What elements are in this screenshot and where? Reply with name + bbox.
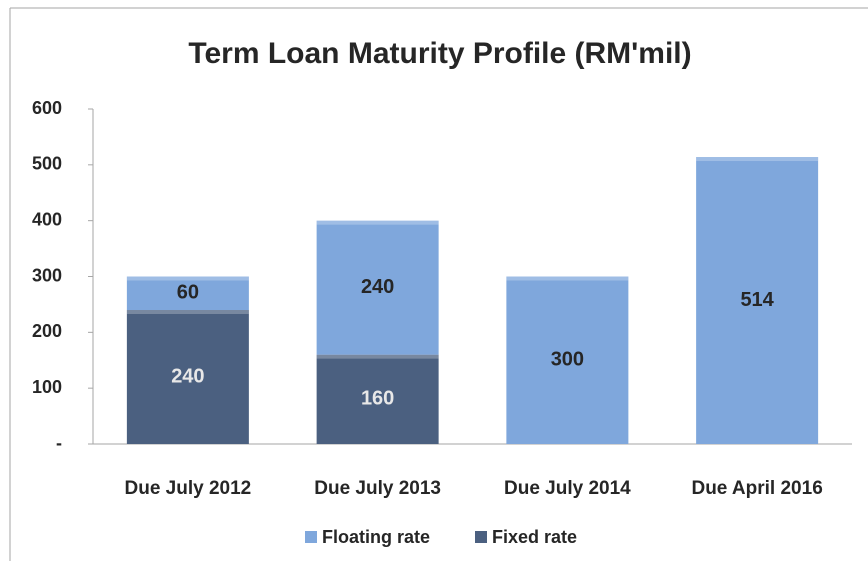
- data-label: 300: [551, 349, 584, 371]
- x-tick-label: Due July 2012: [125, 478, 252, 499]
- y-tick-label: 500: [32, 154, 62, 174]
- data-label: 160: [361, 388, 394, 410]
- legend-label: Fixed rate: [492, 527, 577, 547]
- y-tick-label: 200: [32, 321, 62, 341]
- data-label: 514: [740, 289, 774, 311]
- legend-swatch: [475, 531, 487, 543]
- x-tick-label: Due July 2013: [314, 478, 441, 499]
- data-label: 240: [171, 365, 204, 387]
- x-tick-label: Due April 2016: [691, 478, 822, 499]
- bar-highlight: [126, 276, 249, 281]
- bar-segment: [126, 310, 249, 444]
- x-tick-label: Due July 2014: [504, 478, 631, 499]
- bar-highlight: [316, 220, 439, 225]
- bar-highlight: [126, 310, 249, 314]
- bar-segment: [696, 157, 819, 444]
- bar-segment: [316, 354, 439, 444]
- y-tick-label: 100: [32, 377, 62, 397]
- y-tick-label: -: [56, 433, 62, 453]
- bar-segment: [126, 276, 249, 310]
- y-tick-label: 300: [32, 265, 62, 285]
- bar-segment: [506, 276, 629, 444]
- bar-highlight: [316, 354, 439, 359]
- data-label: 60: [177, 282, 199, 304]
- y-tick-label: 400: [32, 209, 62, 229]
- bar-highlight: [506, 276, 629, 281]
- data-label: 240: [361, 276, 394, 298]
- legend-swatch: [305, 531, 317, 543]
- bar-highlight: [696, 157, 819, 162]
- bar-segment: [316, 220, 439, 355]
- chart-title: Term Loan Maturity Profile (RM'mil): [188, 37, 691, 70]
- y-tick-label: 600: [32, 98, 62, 118]
- legend-label: Floating rate: [322, 527, 430, 547]
